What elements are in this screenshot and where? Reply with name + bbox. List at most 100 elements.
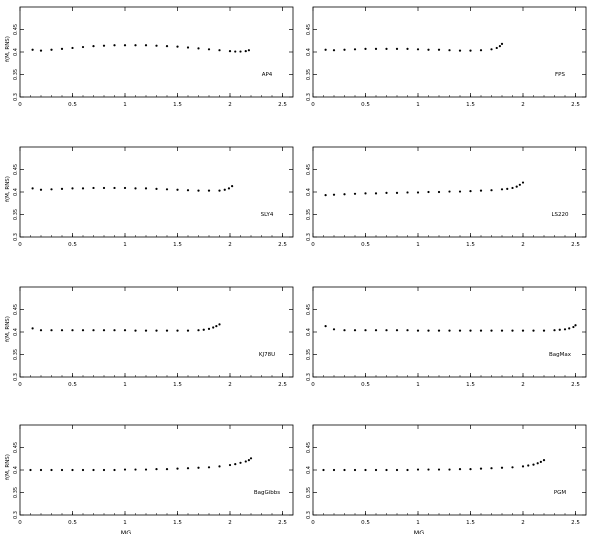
data-point bbox=[427, 329, 430, 332]
x-tick-label: 0 bbox=[311, 102, 315, 108]
data-point bbox=[322, 468, 325, 472]
y-tick-label: 0.3 bbox=[13, 511, 19, 519]
y-tick-label: 0.45 bbox=[13, 442, 19, 453]
data-point bbox=[228, 50, 232, 53]
data-point bbox=[374, 329, 378, 332]
data-point bbox=[123, 44, 127, 47]
data-point bbox=[218, 465, 221, 468]
data-point bbox=[29, 468, 32, 472]
data-point bbox=[71, 187, 74, 190]
data-point bbox=[490, 48, 493, 51]
x-tick-label: 0 bbox=[18, 242, 22, 248]
panel-8: 0 0.5 1 1.5 2 2.5 0.3 0.35 0.4 0.45 MG PGM bbox=[306, 424, 587, 537]
data-point bbox=[448, 190, 451, 193]
y-tick-label: 0.3 bbox=[306, 511, 312, 519]
data-point bbox=[81, 468, 85, 472]
data-point bbox=[197, 329, 200, 332]
x-tick-label: 1 bbox=[123, 382, 127, 388]
x-tick-label: 0.5 bbox=[68, 102, 77, 108]
data-point bbox=[102, 186, 106, 190]
data-point bbox=[123, 186, 127, 190]
x-tick-label: 2.5 bbox=[278, 242, 287, 248]
data-point bbox=[39, 329, 43, 332]
data-point bbox=[144, 44, 148, 47]
data-point bbox=[458, 329, 462, 332]
data-point bbox=[511, 186, 514, 190]
data-point bbox=[60, 47, 64, 50]
y-tick-label: 0.35 bbox=[306, 209, 312, 220]
eos-label: BagGibbs bbox=[254, 490, 280, 496]
plot-frame bbox=[19, 6, 294, 98]
data-point bbox=[558, 328, 561, 331]
x-tick-label: 2 bbox=[228, 242, 232, 248]
data-point bbox=[113, 186, 116, 190]
y-tick-label: 0.4 bbox=[13, 188, 19, 196]
data-point bbox=[144, 187, 148, 190]
data-point bbox=[437, 190, 441, 194]
x-tick-label: 0 bbox=[18, 382, 22, 388]
data-point bbox=[71, 468, 74, 472]
data-point bbox=[207, 466, 211, 469]
data-point bbox=[490, 467, 493, 470]
data-point bbox=[212, 326, 215, 329]
data-point bbox=[60, 468, 64, 472]
data-point bbox=[500, 42, 504, 46]
data-point bbox=[416, 468, 420, 471]
panel-1: 0 0.5 1 1.5 2 2.5 0.3 0.35 0.4 0.45f(M, RNS) AP4 bbox=[5, 6, 294, 108]
data-point bbox=[374, 47, 378, 50]
panel-7: 0 0.5 1 1.5 2 2.5 0.3 0.35 0.4 0.45f(M, RNS) MG Bag… bbox=[5, 424, 294, 537]
y-tick-label: 0.35 bbox=[13, 69, 19, 80]
data-point bbox=[364, 192, 367, 195]
data-point bbox=[406, 191, 409, 194]
data-point bbox=[60, 329, 64, 332]
data-point bbox=[239, 50, 242, 53]
x-axis-label: MG bbox=[121, 529, 132, 534]
data-point bbox=[416, 329, 420, 332]
data-point bbox=[207, 327, 211, 330]
y-tick-label: 0.45 bbox=[13, 304, 19, 315]
data-point bbox=[427, 190, 430, 194]
data-point bbox=[218, 49, 221, 52]
panel-3: 0 0.5 1 1.5 2 2.5 0.3 0.35 0.4 0.45f(M, RNS) SLY4 bbox=[5, 146, 294, 248]
x-tick-label: 2 bbox=[521, 520, 525, 526]
data-point bbox=[515, 185, 518, 188]
data-point bbox=[102, 329, 106, 332]
data-point bbox=[134, 187, 137, 190]
x-tick-label: 0.5 bbox=[361, 382, 370, 388]
y-tick-label: 0.4 bbox=[306, 188, 312, 196]
data-point bbox=[197, 47, 200, 50]
data-point bbox=[155, 187, 158, 190]
y-tick-label: 0.45 bbox=[306, 24, 312, 35]
data-point bbox=[234, 50, 237, 53]
data-point bbox=[81, 187, 85, 190]
data-point bbox=[176, 188, 179, 191]
y-tick-label: 0.4 bbox=[13, 328, 19, 336]
data-point bbox=[536, 462, 539, 465]
plot-frame bbox=[312, 286, 587, 378]
data-point bbox=[406, 468, 409, 472]
data-point bbox=[385, 191, 388, 194]
x-tick-label: 2.5 bbox=[571, 102, 580, 108]
y-axis-label: f(M, RNS) bbox=[5, 176, 11, 202]
x-tick-label: 1.5 bbox=[466, 382, 475, 388]
data-point bbox=[113, 468, 116, 472]
data-point bbox=[574, 324, 577, 327]
y-tick-label: 0.4 bbox=[13, 466, 19, 474]
data-point bbox=[218, 189, 221, 192]
data-point bbox=[176, 45, 179, 48]
data-point bbox=[568, 327, 571, 330]
data-point bbox=[458, 468, 462, 471]
data-point bbox=[469, 468, 472, 471]
data-point bbox=[332, 49, 336, 52]
data-point bbox=[60, 187, 64, 190]
data-point bbox=[244, 50, 247, 53]
y-tick-label: 0.35 bbox=[13, 349, 19, 360]
data-point bbox=[458, 190, 462, 193]
data-point bbox=[197, 189, 200, 192]
data-point bbox=[498, 45, 501, 48]
data-point bbox=[332, 328, 336, 331]
data-point bbox=[202, 328, 205, 331]
x-tick-label: 1.5 bbox=[173, 242, 182, 248]
data-point bbox=[343, 48, 346, 51]
